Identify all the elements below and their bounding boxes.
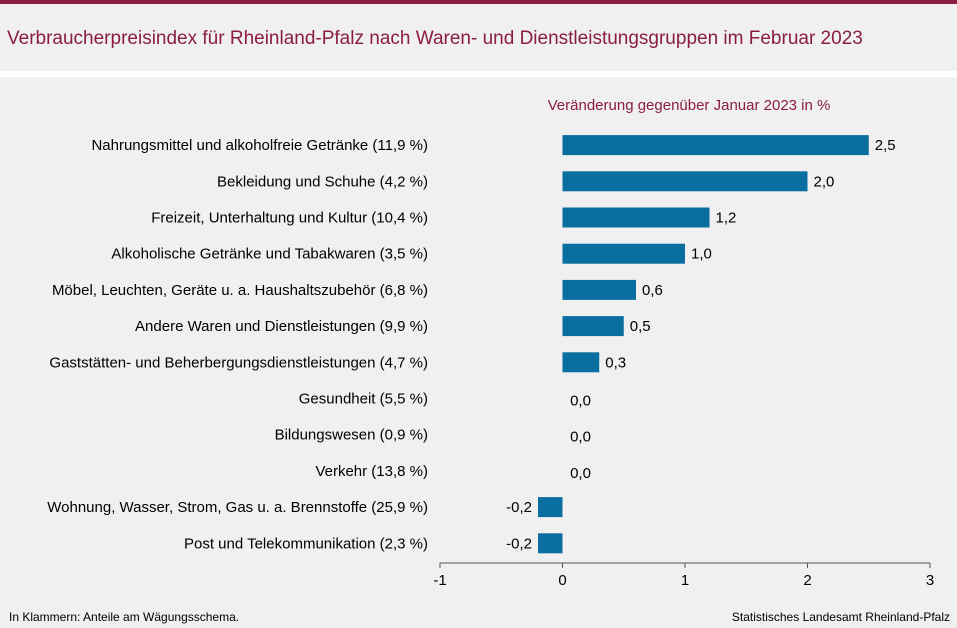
- value-label: 0,0: [570, 429, 591, 446]
- x-tick-label: 1: [681, 572, 689, 589]
- value-label: -0,2: [506, 499, 532, 516]
- bar: [562, 279, 636, 300]
- bar: [562, 135, 869, 156]
- value-label: 1,2: [716, 210, 737, 227]
- x-tick-label: 2: [803, 572, 811, 589]
- value-label: 0,0: [570, 465, 591, 482]
- value-label: 0,3: [605, 354, 626, 371]
- category-label: Nahrungsmittel und alkoholfreie Getränke…: [91, 137, 428, 154]
- footnote: In Klammern: Anteile am Wägungsschema.: [9, 610, 240, 624]
- category-label: Möbel, Leuchten, Geräte u. a. Haushaltsz…: [52, 282, 428, 299]
- category-label: Verkehr (13,8 %): [315, 463, 428, 480]
- bar: [538, 497, 563, 518]
- category-label: Bildungswesen (0,9 %): [275, 427, 428, 444]
- chart-title: Verbraucherpreisindex für Rheinland-Pfal…: [7, 28, 863, 49]
- value-label: 0,5: [630, 318, 651, 335]
- value-label: 1,0: [691, 246, 712, 263]
- top-rule: [0, 0, 957, 4]
- category-label: Gesundheit (5,5 %): [299, 391, 428, 408]
- bar: [538, 533, 563, 554]
- category-label: Bekleidung und Schuhe (4,2 %): [217, 173, 428, 190]
- bar: [562, 207, 710, 228]
- category-label: Alkoholische Getränke und Tabakwaren (3,…: [111, 246, 428, 263]
- value-label: 2,5: [875, 137, 896, 154]
- category-label: Post und Telekommunikation (2,3 %): [184, 535, 428, 552]
- value-label: -0,2: [506, 535, 532, 552]
- source-credit: Statistisches Landesamt Rheinland-Pfalz: [731, 610, 950, 624]
- x-tick-label: 3: [926, 572, 934, 589]
- x-tick-label: 0: [558, 572, 566, 589]
- category-label: Freizeit, Unterhaltung und Kultur (10,4 …: [151, 210, 428, 227]
- x-tick-label: -1: [433, 572, 446, 589]
- bar: [562, 352, 600, 373]
- bar: [562, 316, 624, 337]
- category-label: Andere Waren und Dienstleistungen (9,9 %…: [135, 318, 428, 335]
- value-label: 0,6: [642, 282, 663, 299]
- value-label: 0,0: [570, 393, 591, 410]
- chart-subtitle: Veränderung gegenüber Januar 2023 in %: [548, 97, 831, 114]
- category-label: Wohnung, Wasser, Strom, Gas u. a. Brenns…: [47, 499, 428, 516]
- title-bar: Verbraucherpreisindex für Rheinland-Pfal…: [0, 4, 957, 71]
- bar: [562, 243, 685, 264]
- bar: [562, 171, 808, 192]
- title-separator: [0, 71, 957, 77]
- category-label: Gaststätten- und Beherbergungsdienstleis…: [49, 354, 428, 371]
- value-label: 2,0: [814, 173, 835, 190]
